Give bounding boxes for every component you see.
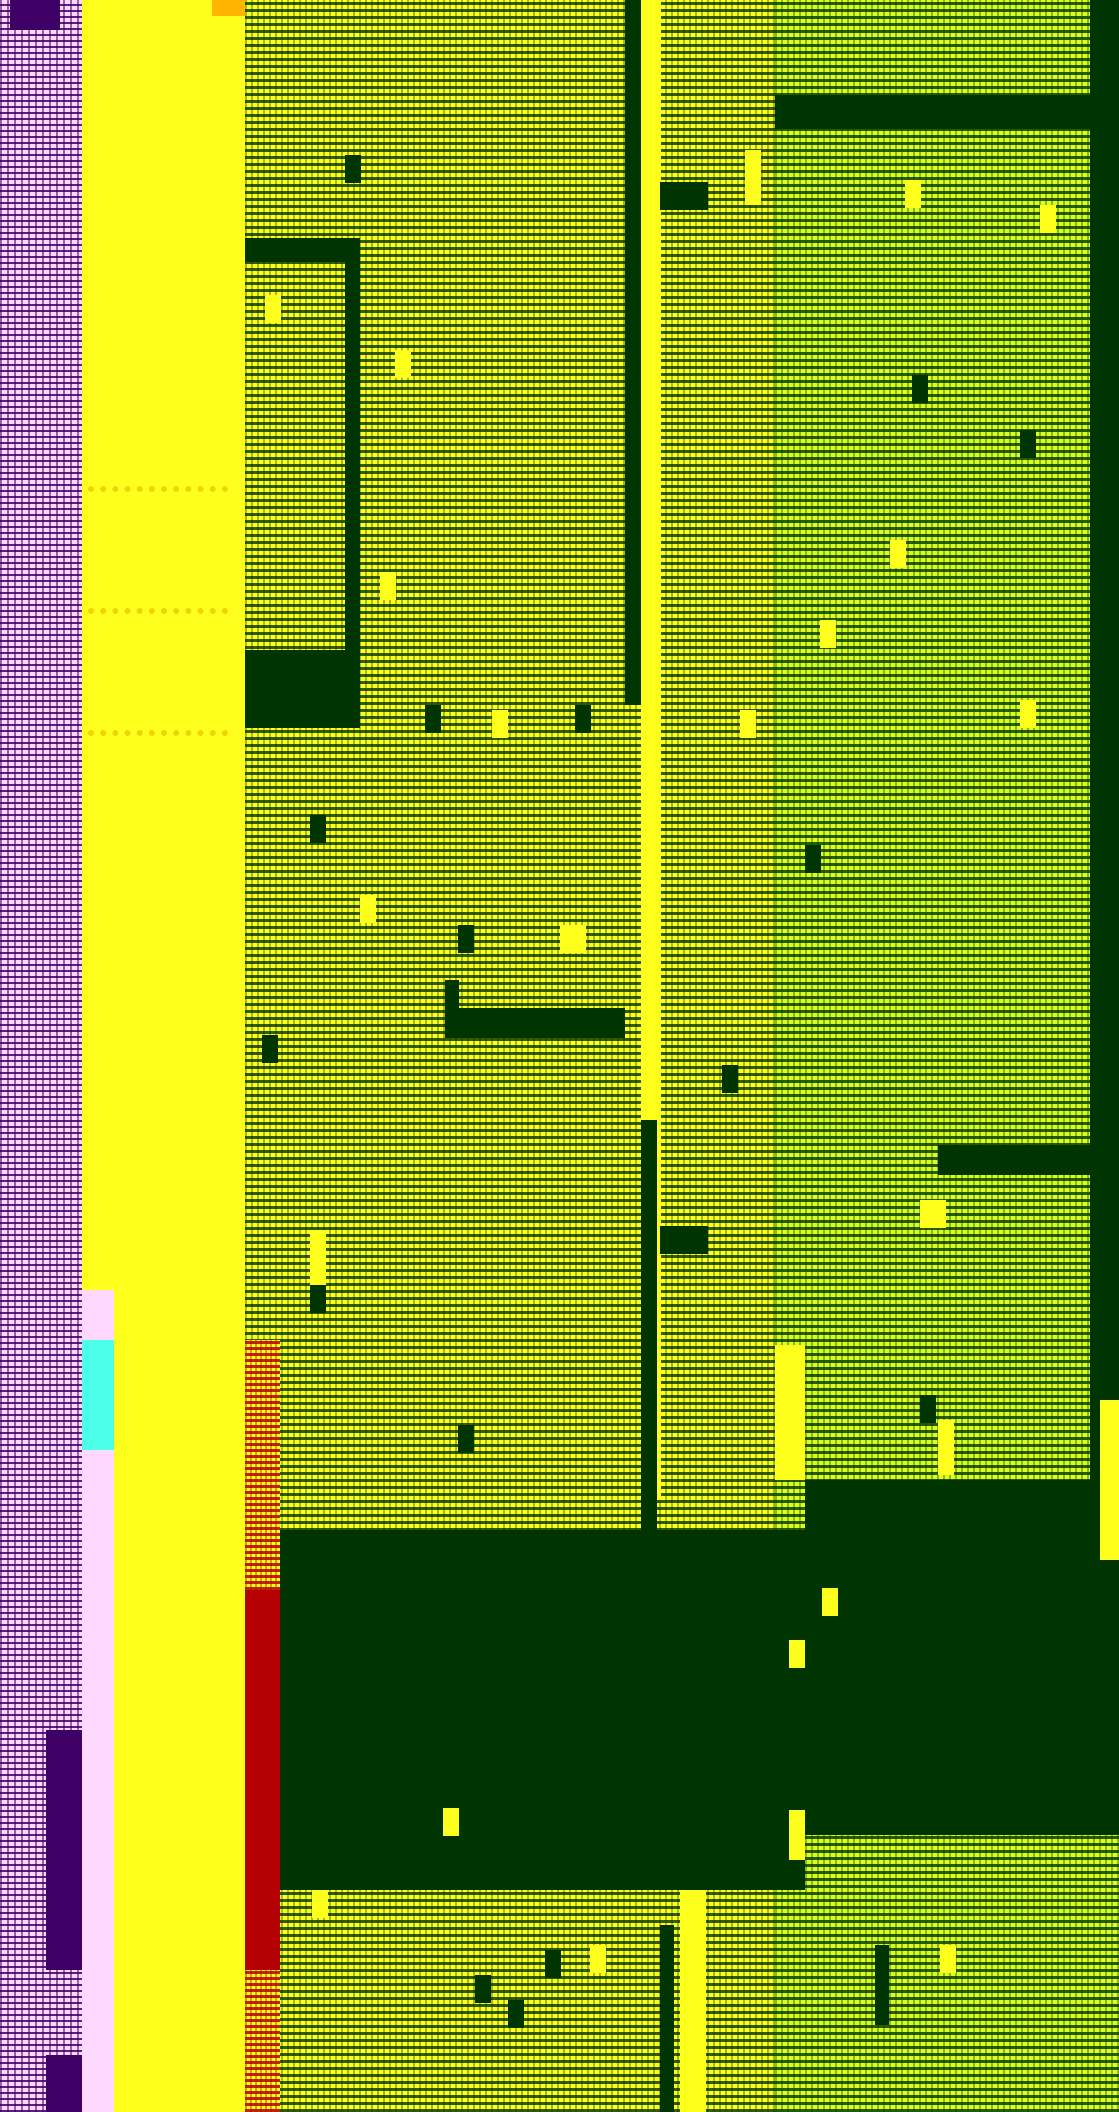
pixel-bright xyxy=(820,620,836,648)
panel-dot-2 xyxy=(443,1808,459,1836)
pixel-bright xyxy=(775,1345,805,1480)
pixel xyxy=(310,815,326,843)
pixel-bright xyxy=(920,1200,946,1228)
pixel-bright xyxy=(265,295,281,323)
pixel xyxy=(1020,430,1036,458)
pixel-bright xyxy=(890,540,906,568)
yellow-column xyxy=(82,0,245,1290)
shelf-mid xyxy=(660,1226,708,1254)
pixel-bright xyxy=(590,1945,606,1973)
purple-bottom-block xyxy=(46,2055,82,2112)
bracket-foot xyxy=(245,650,360,728)
top-right-bar xyxy=(775,95,1119,129)
orange-corner xyxy=(212,0,245,16)
red-pattern-strip xyxy=(245,1340,280,1590)
pixel xyxy=(875,1945,889,2025)
red-pattern-strip-bottom xyxy=(245,1970,280,2112)
pixel-bright xyxy=(380,572,396,600)
pixel-bright xyxy=(940,1945,956,1973)
pixel-bright xyxy=(1100,1400,1119,1560)
pixel xyxy=(425,705,441,733)
right-mid-bar xyxy=(938,1145,1090,1175)
pixel xyxy=(545,1950,561,1978)
bracket-top xyxy=(245,238,360,262)
pixel xyxy=(262,1035,278,1063)
pixel xyxy=(345,155,361,183)
pixel-bright xyxy=(905,180,921,208)
pixel-bright xyxy=(492,710,508,738)
pixel xyxy=(310,1285,326,1313)
top-left-block xyxy=(10,0,60,30)
ghost-text-block xyxy=(88,382,238,762)
panel-dot-4 xyxy=(789,1810,805,1860)
pixel-bright xyxy=(680,1890,706,2112)
pixel xyxy=(458,925,474,953)
divider-left xyxy=(625,0,641,705)
pixel xyxy=(508,2000,524,2028)
pink-notch xyxy=(82,1290,114,1340)
large-dark-panel xyxy=(280,1530,805,1890)
pixel xyxy=(475,1975,491,2003)
pixel-bright xyxy=(310,1230,326,1285)
pixel xyxy=(458,1425,474,1453)
pixel-bright xyxy=(745,150,761,205)
bracket-vertical xyxy=(345,238,360,728)
yellow-column-lower xyxy=(114,1290,245,2112)
pixel xyxy=(920,1395,936,1423)
pixel-bright xyxy=(395,350,411,378)
step-riser xyxy=(445,980,459,1038)
pixel-bright xyxy=(1040,205,1056,233)
step-bar xyxy=(445,1008,625,1038)
pixel xyxy=(805,845,821,873)
pixel xyxy=(912,375,928,403)
right-edge-bar xyxy=(1090,0,1119,1500)
large-dark-panel-right xyxy=(805,1480,1119,1835)
pixel-bright xyxy=(312,1890,328,1918)
pixel-bright xyxy=(360,895,376,923)
panel-dot-1 xyxy=(822,1588,838,1616)
pixel xyxy=(660,1925,674,2112)
pixel xyxy=(575,705,591,733)
left-pattern-column xyxy=(0,0,82,2112)
small-shelf xyxy=(660,182,708,210)
purple-lower-block xyxy=(46,1730,82,1970)
cyan-marker xyxy=(82,1340,114,1450)
divider-lower xyxy=(641,1120,657,1530)
pixel-bright xyxy=(740,710,756,738)
pixel-bright xyxy=(938,1420,954,1475)
pixel-bright xyxy=(1020,700,1036,728)
red-solid-strip xyxy=(245,1590,280,1970)
panel-dot-3 xyxy=(789,1640,805,1668)
pixel-bright xyxy=(560,925,586,953)
pixel xyxy=(722,1065,738,1093)
